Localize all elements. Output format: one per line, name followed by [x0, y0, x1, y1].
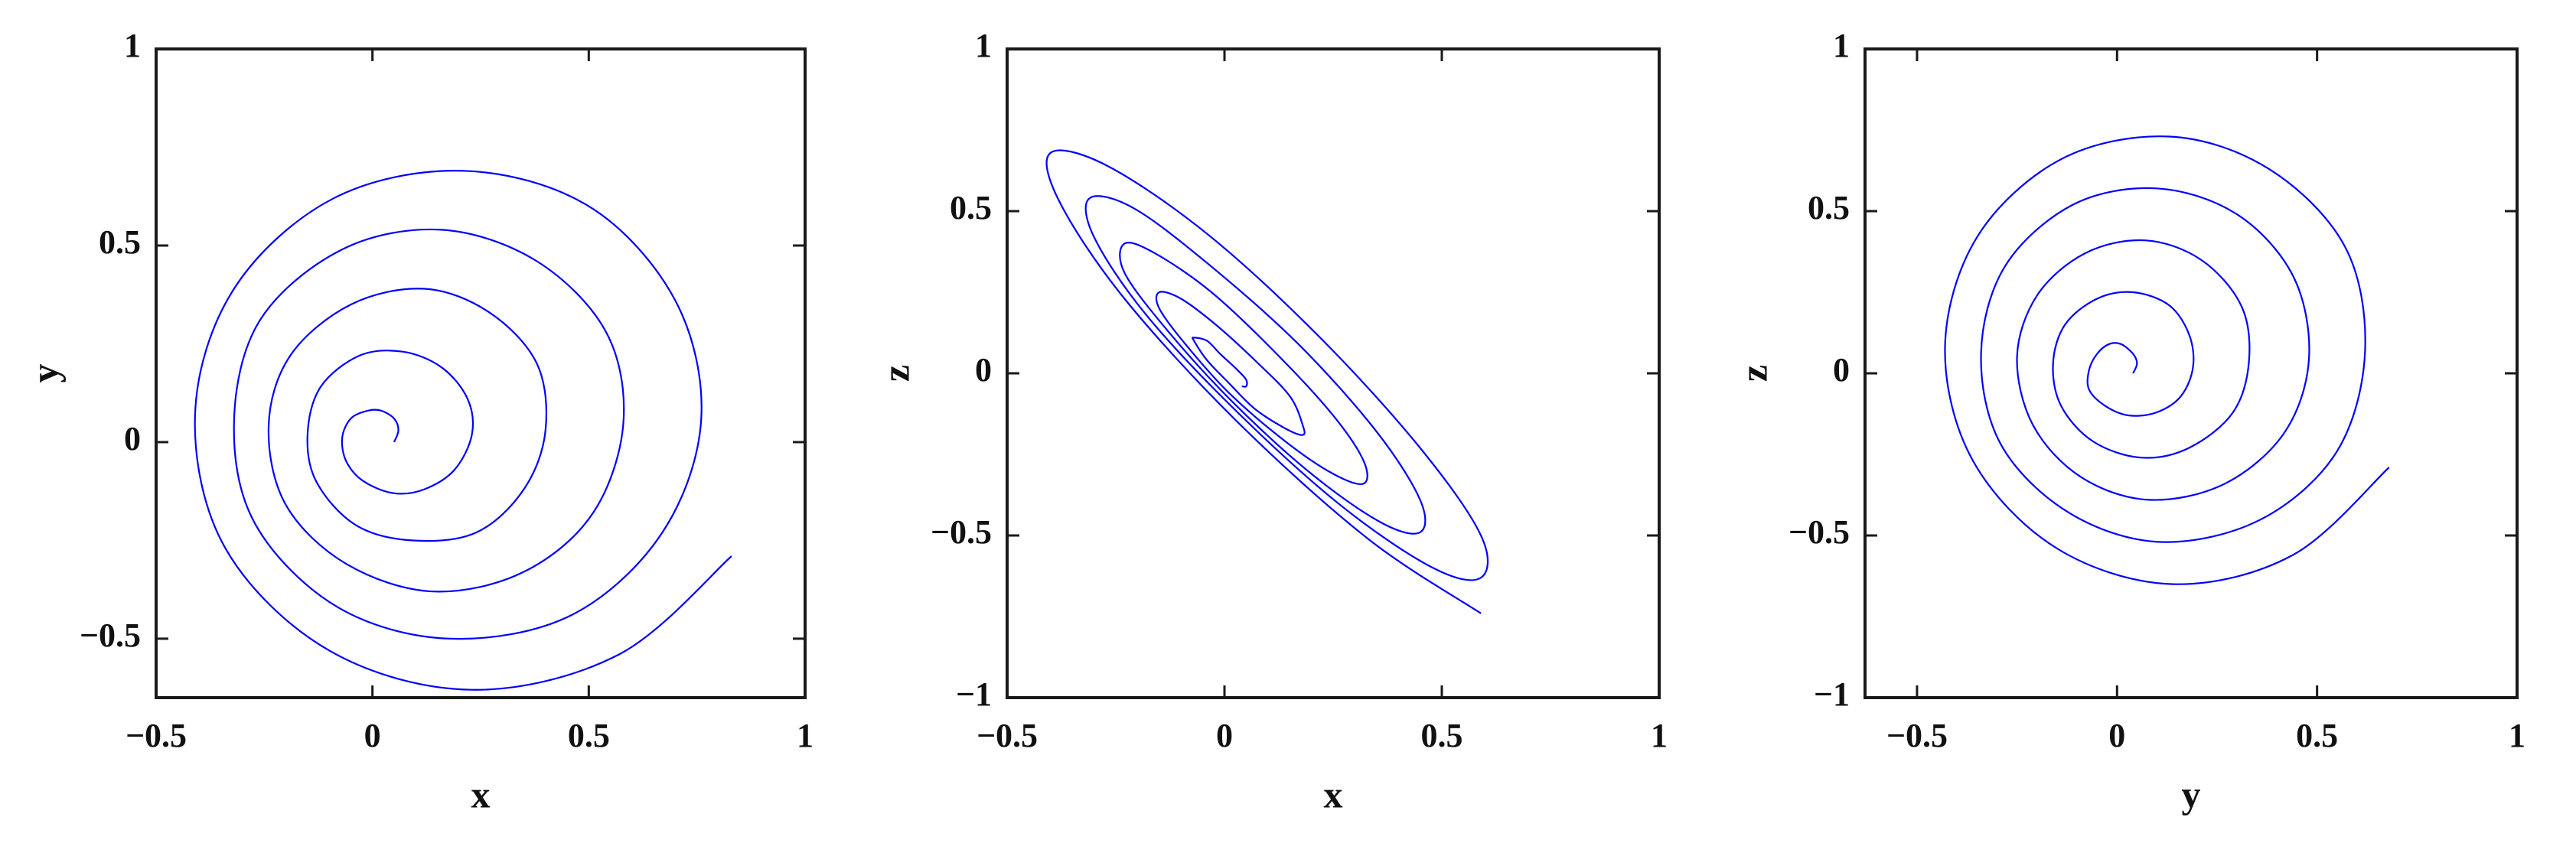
- y-tick-label: −0.5: [80, 617, 141, 654]
- y-tick-label: 1: [975, 27, 992, 64]
- trajectory: [194, 170, 732, 691]
- y-tick-label: 1: [124, 27, 141, 64]
- x-tick-label: 0: [2108, 717, 2125, 754]
- y-axis-label: z: [874, 365, 917, 382]
- x-axis-label: x: [471, 773, 491, 815]
- x-tick-label: 0: [1216, 717, 1233, 754]
- x-tick-label: 1: [1651, 717, 1668, 754]
- axes-frame: [1006, 47, 1661, 699]
- y-tick-label: 0: [975, 351, 992, 389]
- x-tick-label: 0.5: [568, 717, 610, 754]
- y-tick-label: −0.5: [931, 513, 992, 551]
- x-tick-label: −0.5: [977, 717, 1038, 754]
- trajectory: [1045, 149, 1489, 614]
- x-tick-label: 0: [364, 717, 381, 754]
- y-tick-label: 0.5: [1808, 189, 1850, 226]
- y-tick-label: 0.5: [99, 223, 141, 261]
- x-tick-label: 1: [797, 717, 814, 754]
- y-tick-label: 0: [124, 420, 141, 457]
- y-tick-label: 1: [1833, 27, 1850, 64]
- x-axis-label: x: [1324, 773, 1343, 815]
- x-axis-label: y: [2182, 773, 2201, 815]
- x-tick-label: −0.5: [1886, 717, 1948, 754]
- x-tick-label: 0.5: [2296, 717, 2338, 754]
- y-tick-label: −0.5: [1789, 513, 1850, 551]
- x-tick-label: 0.5: [1421, 717, 1463, 754]
- y-axis-label: z: [1732, 365, 1775, 382]
- y-tick-label: −1: [956, 675, 992, 713]
- y-tick-label: 0: [1833, 351, 1850, 389]
- x-tick-label: 1: [2509, 717, 2525, 754]
- axes-frame: [155, 47, 807, 699]
- y-tick-label: 0.5: [950, 189, 992, 226]
- trajectory: [1944, 135, 2390, 585]
- y-axis-label: y: [23, 364, 66, 383]
- y-tick-label: −1: [1814, 675, 1850, 713]
- x-tick-label: −0.5: [126, 717, 187, 754]
